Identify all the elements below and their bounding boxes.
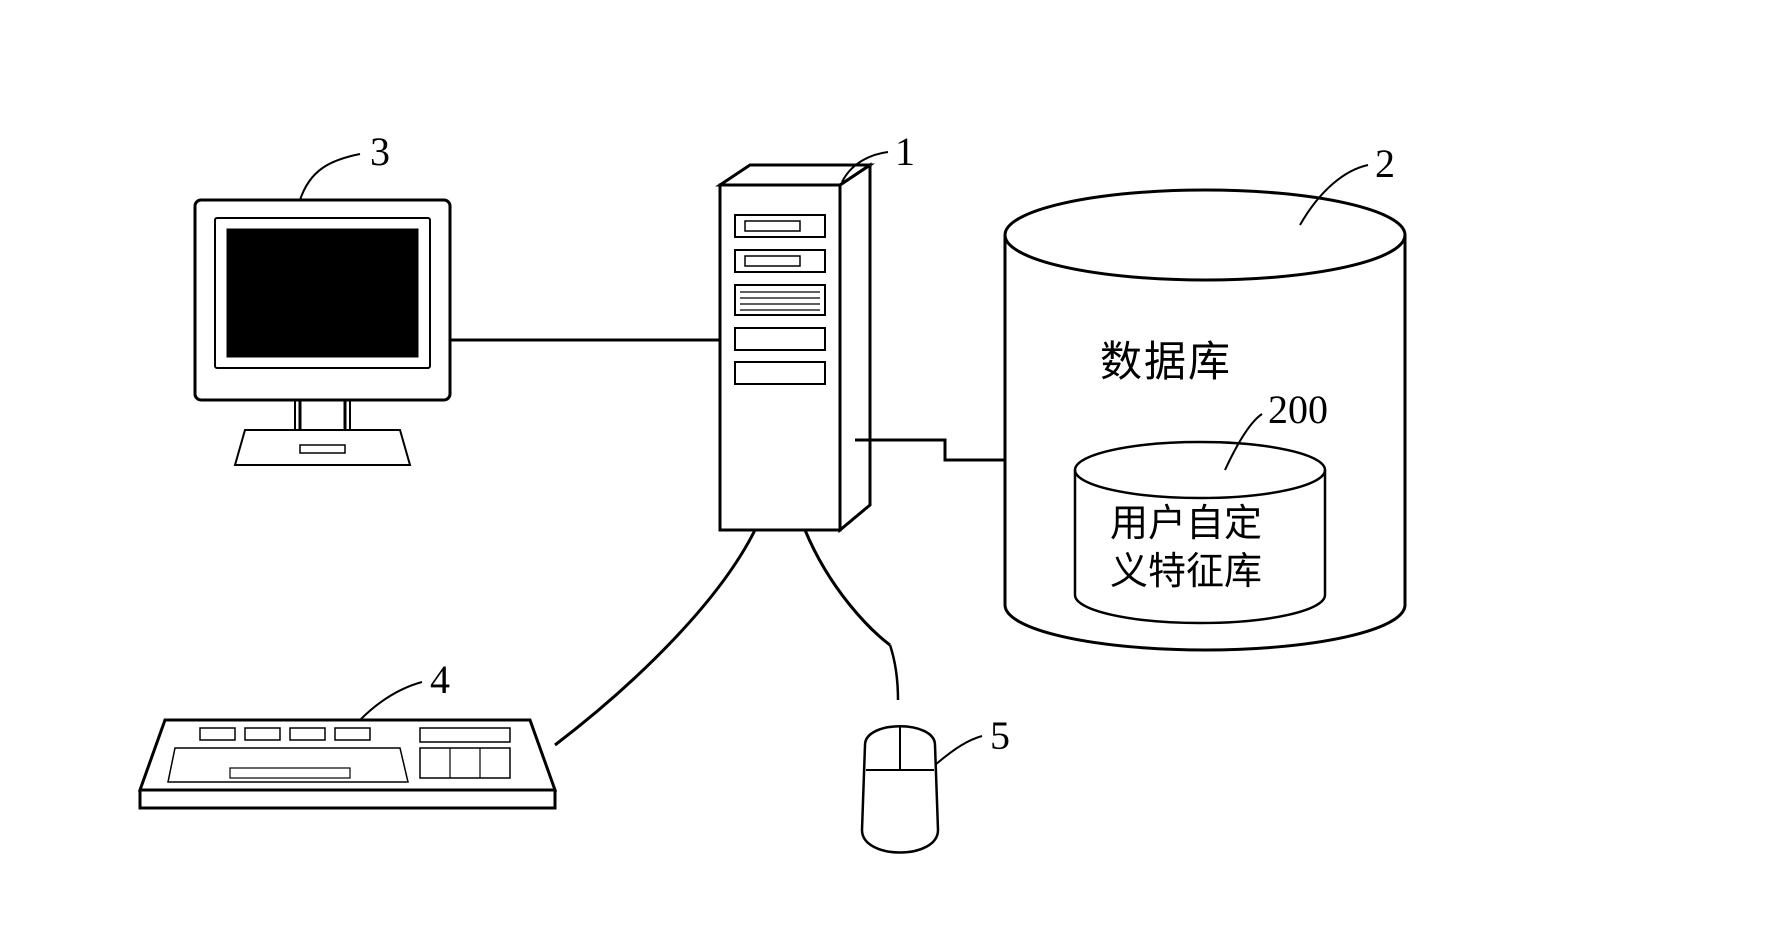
monitor-number-label: 3 (370, 128, 390, 175)
inner-db-text-line1: 用户自定 (1110, 492, 1262, 547)
mouse-number-label: 5 (990, 712, 1010, 759)
keyboard-icon (140, 720, 555, 808)
inner-db-number-label: 200 (1268, 386, 1328, 433)
server-icon (720, 165, 870, 530)
edges (450, 340, 1005, 745)
inner-db-text-line2: 义特征库 (1110, 540, 1262, 595)
database-title-text: 数据库 (1100, 328, 1232, 389)
database-number-label: 2 (1375, 140, 1395, 187)
server-number-label: 1 (895, 128, 915, 175)
diagram-svg (0, 0, 1771, 949)
mouse-icon (862, 645, 938, 853)
keyboard-number-label: 4 (430, 656, 450, 703)
leader-lines (300, 152, 1368, 765)
monitor-icon (195, 200, 450, 465)
diagram-canvas: 3 1 2 4 5 200 数据库 用户自定 义特征库 (0, 0, 1771, 949)
